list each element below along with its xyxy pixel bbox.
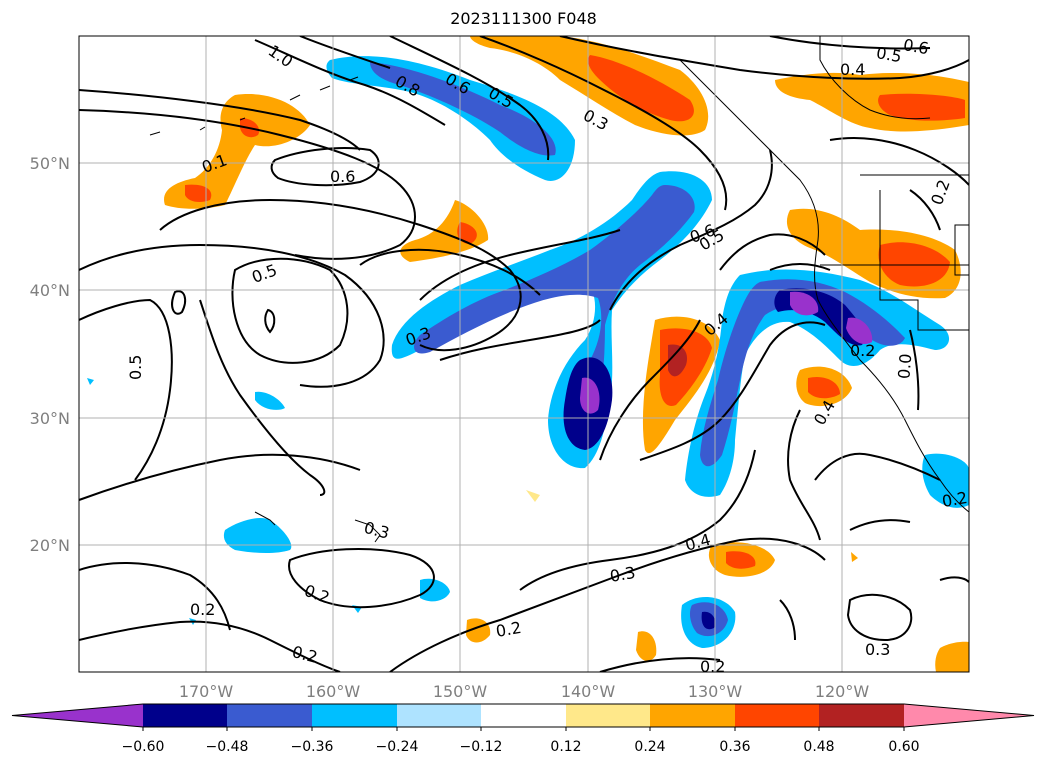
- lon-label: 140°W: [561, 682, 616, 701]
- colorbar-tick-label: 0.48: [803, 739, 834, 755]
- longitude-labels: 170°W 160°W 150°W 140°W 130°W 120°W: [179, 682, 870, 701]
- contour-label: 0.2: [190, 600, 215, 619]
- lon-label: 130°W: [688, 682, 743, 701]
- colorbar-tick-labels: −0.60 −0.48 −0.36 −0.24 −0.12 0.12 0.24 …: [122, 739, 920, 755]
- colorbar-extend-low: [12, 704, 143, 727]
- map-title: 2023111300 F048: [450, 9, 597, 28]
- contour-label: 0.2: [700, 657, 725, 676]
- colorbar-tick-label: −0.48: [206, 739, 249, 755]
- latitude-labels: 50°N 40°N 30°N 20°N: [30, 154, 70, 555]
- colorbar-tick-label: 0.36: [719, 739, 750, 755]
- lon-label: 160°W: [306, 682, 361, 701]
- shaded-anomaly-field: [87, 36, 969, 672]
- colorbar-bin: [566, 704, 650, 727]
- map-frame: [78, 35, 970, 673]
- contour-label: 0.3: [608, 563, 636, 586]
- colorbar-bin: [397, 704, 481, 727]
- colorbar-tick-label: −0.36: [291, 739, 334, 755]
- colorbar-bin: [735, 704, 819, 727]
- colorbar-tick-label: −0.12: [460, 739, 503, 755]
- colorbar-tick-label: 0.24: [634, 739, 665, 755]
- colorbar-bin: [312, 704, 397, 727]
- contour-label: 0.2: [940, 488, 968, 511]
- colorbar-tick-label: −0.24: [376, 739, 419, 755]
- colorbar-extend-high: [904, 704, 1034, 727]
- contour-label: 0.3: [865, 640, 890, 659]
- colorbar-tick-label: 0.12: [550, 739, 581, 755]
- colorbar-bin: [650, 704, 735, 727]
- contour-label: 0.6: [902, 35, 930, 58]
- colorbar-bin: [819, 704, 904, 727]
- contour-label: 0.2: [850, 341, 875, 360]
- graticule: [79, 36, 969, 672]
- colorbar-bin: [227, 704, 312, 727]
- coastlines: [149, 36, 969, 543]
- map-panel: 1.0 0.8 0.6 0.5 0.3 0.6 0.5 0.4 0.6 0.2 …: [78, 35, 970, 676]
- colorbar-tick-label: −0.60: [122, 739, 165, 755]
- contour-label: 0.6: [330, 167, 355, 186]
- lat-label: 50°N: [30, 154, 70, 173]
- contour-label: 0.5: [875, 43, 903, 66]
- lon-label: 150°W: [433, 682, 488, 701]
- contour-label: 0.5: [126, 355, 145, 380]
- lat-label: 40°N: [30, 281, 70, 300]
- colorbar-bin: [481, 704, 566, 727]
- contour-label: 0.0: [894, 353, 915, 380]
- contour-lines: [79, 36, 969, 672]
- lon-label: 120°W: [815, 682, 870, 701]
- contour-label: 0.2: [494, 618, 522, 641]
- lat-label: 20°N: [30, 536, 70, 555]
- colorbar: [11, 703, 1035, 731]
- lon-label: 170°W: [179, 682, 234, 701]
- colorbar-tick-label: 0.60: [888, 739, 919, 755]
- colorbar-bin: [143, 704, 227, 727]
- lat-label: 30°N: [30, 409, 70, 428]
- contour-label: 0.4: [840, 60, 865, 79]
